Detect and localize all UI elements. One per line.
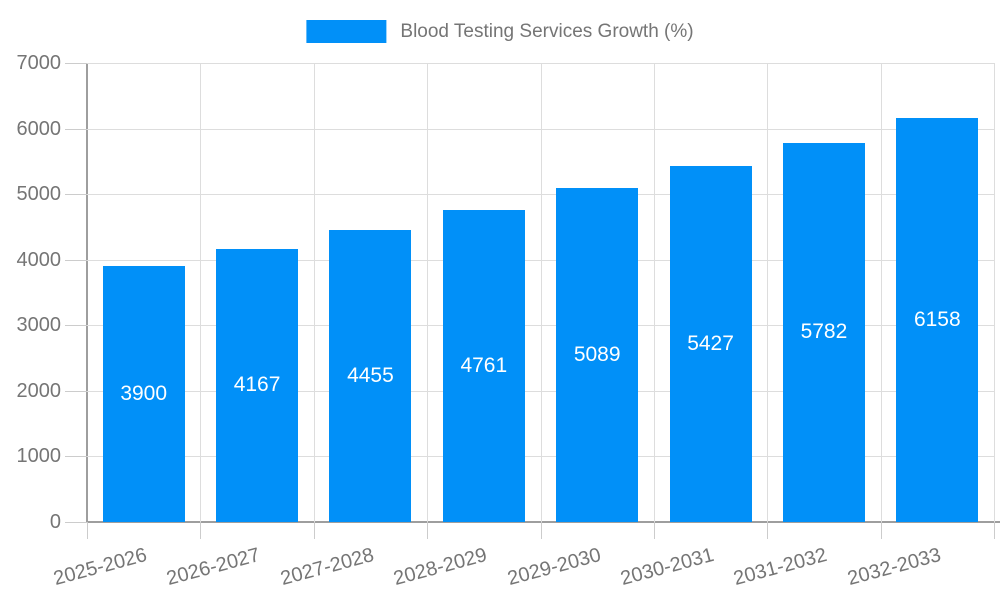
gridline-horizontal: [87, 194, 994, 196]
bar[interactable]: 5089: [556, 188, 639, 522]
x-axis-tick: [653, 522, 655, 539]
x-axis-line: [87, 521, 1000, 523]
bar[interactable]: 5427: [669, 166, 752, 522]
bar[interactable]: 5782: [782, 142, 865, 522]
bar-value-label: 4455: [347, 363, 394, 387]
y-axis-tick-label: 6000: [16, 117, 62, 140]
plot-area: 3900 4167 4455 4761 5089 5427 5782 6158: [87, 63, 995, 522]
bar-value-label: 5782: [800, 320, 848, 344]
bar-value-label: 4167: [233, 373, 281, 397]
gridline-horizontal: [87, 63, 994, 64]
bar-value-label: 6158: [913, 308, 961, 332]
gridline-horizontal: [87, 128, 994, 130]
x-axis-category-label: 2028-2029: [391, 544, 490, 591]
y-axis-tick-label: 0: [49, 511, 61, 533]
x-axis-tick: [87, 522, 88, 539]
bar-value-label: 4761: [460, 353, 508, 377]
gridline-horizontal: [87, 456, 994, 458]
gridline-vertical: [541, 63, 542, 522]
gridline-vertical: [200, 63, 201, 522]
x-axis-tick: [200, 522, 202, 539]
y-axis-tick-label: 2000: [16, 379, 62, 402]
gridline-vertical: [654, 63, 655, 522]
y-axis-tick-label: 3000: [16, 314, 62, 337]
y-axis-tick: [65, 390, 87, 392]
gridline-horizontal: [87, 390, 994, 392]
gridline-vertical: [314, 63, 315, 522]
gridline-horizontal: [87, 259, 994, 261]
legend-label: Blood Testing Services Growth (%): [400, 20, 694, 42]
x-axis-category-label: 2032-2033: [844, 544, 944, 591]
x-axis-tick: [994, 522, 995, 539]
x-axis-category-label: 2030-2031: [618, 544, 717, 591]
bar[interactable]: 4167: [216, 248, 299, 522]
x-axis-category-label: 2027-2028: [278, 544, 377, 591]
gridline-vertical: [427, 63, 428, 522]
x-axis-category-label: 2026-2027: [164, 544, 263, 591]
bar-value-label: 5427: [687, 332, 734, 356]
y-axis-line: [86, 63, 88, 523]
y-axis-tick: [65, 63, 87, 64]
gridline-vertical: [994, 63, 995, 522]
y-axis-tick-label: 7000: [16, 52, 62, 74]
x-axis-tick: [540, 522, 542, 539]
bar[interactable]: 4761: [442, 209, 525, 522]
x-axis-category-label: 2031-2032: [731, 544, 830, 591]
x-axis-category-label: 2029-2030: [504, 544, 603, 591]
x-axis-tick: [880, 522, 882, 539]
y-axis-tick: [65, 128, 87, 130]
x-axis-category-label: 2025-2026: [51, 544, 150, 591]
y-axis-tick: [65, 456, 87, 458]
gridline-horizontal: [87, 325, 994, 327]
y-axis-tick-label: 4000: [16, 248, 62, 271]
y-axis-tick: [65, 259, 87, 261]
y-axis-tick: [65, 522, 87, 523]
gridline-vertical: [881, 63, 882, 522]
bar[interactable]: 6158: [896, 118, 979, 522]
bar[interactable]: 3900: [102, 266, 185, 522]
bar[interactable]: 4455: [329, 229, 412, 522]
y-axis-tick-label: 1000: [16, 445, 62, 468]
x-axis-tick: [767, 522, 769, 539]
legend-swatch: [306, 20, 387, 43]
y-axis-tick: [65, 194, 87, 196]
y-axis-tick: [65, 325, 87, 327]
gridline-vertical: [767, 63, 768, 522]
legend[interactable]: Blood Testing Services Growth (%): [306, 20, 694, 43]
x-axis-tick: [313, 522, 315, 539]
bar-value-label: 3900: [120, 382, 168, 406]
x-axis-tick: [427, 522, 429, 539]
bar-value-label: 5089: [573, 343, 621, 367]
y-axis-tick-label: 5000: [16, 183, 62, 206]
